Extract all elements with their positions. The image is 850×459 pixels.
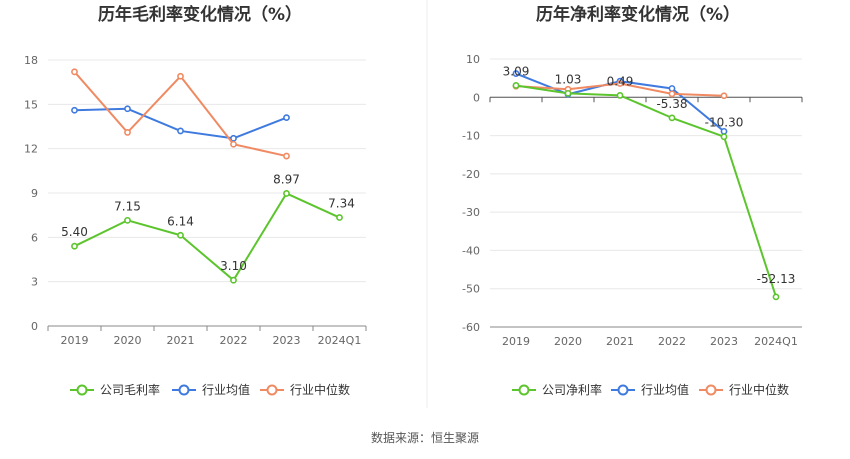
legend-label: 公司毛利率 (100, 382, 160, 397)
net-margin-x-tick-label: 2022 (658, 335, 686, 348)
gross-margin-point-industry_median (124, 129, 131, 136)
gross-margin-point-company (230, 276, 237, 284)
gross-margin-legend-item-company[interactable]: 公司毛利率 (70, 382, 160, 397)
gross-margin-y-tick-label: 6 (31, 231, 38, 244)
gross-margin-y-tick-label: 0 (31, 320, 38, 333)
gross-margin-x-tick-label: 2019 (61, 334, 89, 347)
legend-swatch-marker (705, 384, 717, 396)
net-margin-data-label: -52.13 (757, 272, 796, 286)
gross-margin-point-company (124, 216, 131, 224)
net-margin-legend-item-industry_avg[interactable]: 行业均值 (611, 382, 689, 397)
gross-margin-data-label: 5.40 (61, 225, 88, 239)
net-margin-y-tick-label: 0 (473, 91, 480, 104)
net-margin-point-company (668, 114, 676, 122)
gross-margin-data-label: 3.10 (220, 259, 247, 273)
net-margin-data-label: 0.49 (607, 74, 634, 88)
gross-margin-point-company (283, 190, 290, 197)
gross-margin-x-tick-label: 2023 (273, 334, 301, 347)
net-margin-point-company (616, 92, 624, 99)
gross-margin-data-label: 7.34 (328, 197, 355, 211)
legend-label: 行业中位数 (729, 382, 789, 397)
net-margin-point-company (720, 133, 728, 141)
gross-margin-x-tick-label: 2024Q1 (318, 334, 362, 347)
legend-label: 行业中位数 (290, 382, 350, 397)
gross-margin-data-label: 8.97 (273, 172, 300, 186)
net-margin-data-label: -10.30 (705, 116, 744, 130)
legend-label: 公司净利率 (542, 382, 602, 397)
gross-margin-series-line-industry_median (73, 71, 287, 158)
gross-margin-point-industry_median (283, 152, 290, 160)
gross-margin-y-tick-label: 9 (31, 187, 38, 200)
gross-margin-panel: 历年毛利率变化情况（%） 0 3 6 9 12 15 18 2019 2020 2021 2022 2… (24, 4, 367, 397)
source-note: 数据来源：恒生聚源 (371, 430, 479, 445)
net-margin-point-company (512, 82, 520, 89)
net-margin-legend-item-industry_median[interactable]: 行业中位数 (699, 382, 789, 397)
legend-swatch-marker (266, 384, 278, 396)
gross-margin-point-industry_avg (124, 105, 131, 113)
gross-margin-point-company (177, 231, 184, 239)
net-margin-y-tick-label: -30 (462, 206, 480, 219)
gross-margin-y-tick-label: 3 (31, 276, 38, 289)
gross-margin-x-tick-label: 2020 (114, 334, 142, 347)
gross-margin-data-label: 7.15 (114, 199, 141, 213)
net-margin-x-tick-label: 2023 (710, 335, 738, 348)
net-margin-y-tick-label: -50 (462, 283, 480, 296)
net-margin-data-label: 1.03 (555, 72, 582, 86)
net-margin-point-company (564, 89, 572, 97)
gross-margin-title: 历年毛利率变化情况（%） (98, 4, 302, 25)
net-margin-x-tick-label: 2019 (502, 335, 530, 348)
net-margin-y-tick-label: -10 (462, 130, 480, 143)
net-margin-point-industry_avg (668, 85, 676, 92)
net-margin-series-line-company (515, 84, 777, 298)
legend-label: 行业均值 (202, 382, 250, 397)
gross-margin-point-industry_median (230, 140, 237, 148)
gross-margin-point-company (336, 214, 343, 221)
net-margin-data-label: 3.09 (503, 64, 530, 78)
net-margin-point-industry_median (720, 92, 728, 100)
gross-margin-x-tick-label: 2022 (220, 334, 248, 347)
net-margin-point-industry_avg (512, 70, 520, 77)
net-margin-y-tick-label: 10 (466, 53, 480, 66)
gross-margin-data-label: 6.14 (167, 214, 194, 228)
gross-margin-point-industry_median (71, 68, 78, 76)
gross-margin-point-company (71, 242, 78, 250)
gross-margin-point-industry_median (177, 72, 184, 80)
legend-swatch-marker (518, 384, 530, 396)
net-margin-panel: 历年净利率变化情况（%） -60 -50 -40 -30 -20 -10 0 10 2019 20… (462, 4, 803, 397)
gross-margin-series-line-company (74, 192, 340, 282)
net-margin-x-tick-label: 2024Q1 (754, 335, 798, 348)
legend-swatch-marker (76, 384, 88, 396)
net-margin-legend-item-company[interactable]: 公司净利率 (512, 382, 602, 397)
net-margin-x-tick-label: 2020 (554, 335, 582, 348)
net-margin-x-tick-label: 2021 (606, 335, 634, 348)
legend-swatch-marker (617, 384, 629, 396)
gross-margin-point-industry_avg (71, 106, 78, 114)
gross-margin-point-industry_avg (177, 127, 184, 135)
net-margin-data-label: -5.38 (656, 97, 687, 111)
gross-margin-point-industry_avg (230, 134, 237, 142)
net-margin-point-company (772, 293, 780, 301)
net-margin-point-industry_median (616, 80, 624, 87)
gross-margin-y-tick-label: 18 (24, 54, 38, 67)
net-margin-title: 历年净利率变化情况（%） (536, 4, 740, 25)
gross-margin-legend-item-industry_avg[interactable]: 行业均值 (172, 382, 250, 397)
net-margin-point-industry_median (668, 90, 676, 98)
net-margin-y-tick-label: -60 (462, 321, 480, 334)
gross-margin-legend-item-industry_median[interactable]: 行业中位数 (260, 382, 350, 397)
net-margin-y-tick-label: -40 (462, 244, 480, 257)
gross-margin-y-tick-label: 15 (24, 98, 38, 111)
net-margin-y-tick-label: -20 (462, 168, 480, 181)
legend-label: 行业均值 (641, 382, 689, 397)
legend-swatch-marker (178, 384, 190, 396)
gross-margin-x-tick-label: 2021 (167, 334, 195, 347)
gross-margin-point-industry_avg (283, 114, 290, 122)
gross-margin-y-tick-label: 12 (24, 143, 38, 156)
